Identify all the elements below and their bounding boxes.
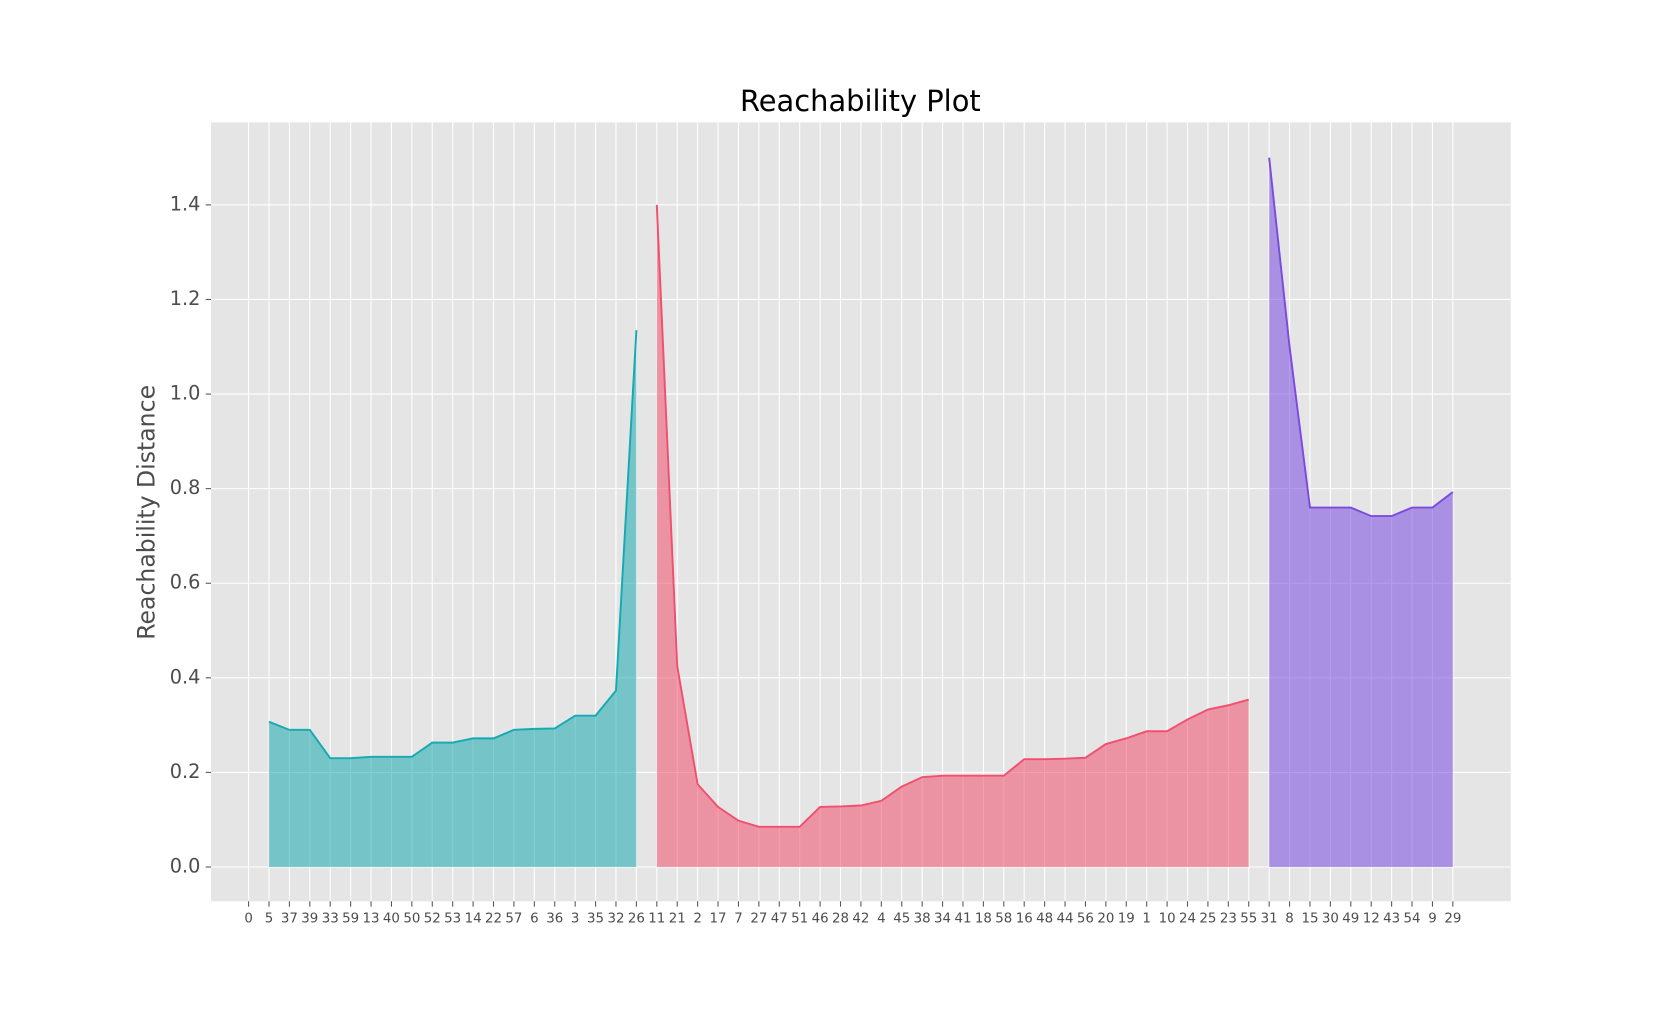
x-tick-label: 34 [934, 911, 951, 926]
line [268, 330, 638, 760]
x-tick-label: 26 [628, 911, 645, 926]
x-tick-label: 39 [301, 911, 318, 926]
x-tick-label: 40 [383, 911, 400, 926]
y-tick-label: 0.4 [170, 665, 201, 688]
x-tick-label: 32 [607, 911, 624, 926]
x-tick-label: 5 [265, 911, 274, 926]
x-tick-label: 48 [1036, 911, 1053, 926]
x-tick-label: 19 [1118, 911, 1135, 926]
x-tick-label: 10 [1159, 911, 1176, 926]
y-tick-label: 1.2 [170, 287, 201, 310]
x-tick-label: 30 [1322, 911, 1339, 926]
x-tick-label: 43 [1383, 911, 1400, 926]
x-tick-label: 47 [771, 911, 788, 926]
x-tick-label: 36 [546, 911, 563, 926]
x-tick-label: 28 [832, 911, 849, 926]
x-tick-label: 37 [281, 911, 298, 926]
x-tick-label: 51 [791, 911, 808, 926]
x-tick-label: 33 [322, 911, 339, 926]
y-tick-label: 0.0 [170, 854, 201, 877]
x-tick-label: 15 [1301, 911, 1318, 926]
x-tick-label: 41 [954, 911, 971, 926]
x-tick-label: 50 [403, 911, 420, 926]
x-tick-label: 2 [693, 911, 702, 926]
x-tick-label: 0 [244, 911, 253, 926]
x-tick-label: 57 [505, 911, 522, 926]
line [1268, 157, 1454, 518]
y-tick-label: 0.6 [170, 571, 201, 594]
x-tick-label: 1 [1142, 911, 1151, 926]
x-tick-label: 22 [485, 911, 502, 926]
area [268, 330, 637, 867]
x-tick-label: 16 [1016, 911, 1033, 926]
x-tick-label: 42 [852, 911, 869, 926]
x-tick-label: 49 [1342, 911, 1359, 926]
x-tick-label: 46 [812, 911, 829, 926]
line [655, 204, 1249, 828]
x-tick-label: 54 [1404, 911, 1421, 926]
x-tick-label: 44 [1057, 911, 1074, 926]
x-tick-label: 53 [444, 911, 461, 926]
x-tick-label: 14 [465, 911, 482, 926]
x-tick-label: 38 [914, 911, 931, 926]
x-tick-label: 24 [1179, 911, 1196, 926]
x-tick-label: 27 [750, 911, 767, 926]
y-tick-label: 0.8 [170, 476, 201, 499]
x-tick-label: 23 [1220, 911, 1237, 926]
x-tick-label: 18 [975, 911, 992, 926]
x-tick-label: 13 [363, 911, 380, 926]
x-tick-label: 21 [669, 911, 686, 926]
x-tick-label: 6 [530, 911, 539, 926]
x-tick-label: 45 [893, 911, 910, 926]
y-tick-label: 1.0 [170, 382, 201, 405]
x-tick-label: 8 [1285, 911, 1294, 926]
y-tick-label: 1.4 [170, 192, 201, 215]
y-tick-label: 0.2 [170, 760, 201, 783]
x-tick-label: 12 [1363, 911, 1380, 926]
x-tick-label: 4 [877, 911, 886, 926]
y-axis-label: Reachability Distance [132, 385, 160, 640]
x-tick-label: 7 [734, 911, 743, 926]
x-tick-label: 35 [587, 911, 604, 926]
x-tick-label: 55 [1240, 911, 1257, 926]
area [656, 204, 1249, 867]
chart-title: Reachability Plot [740, 84, 981, 118]
x-tick-label: 20 [1097, 911, 1114, 926]
x-tick-label: 58 [995, 911, 1012, 926]
x-tick-label: 17 [710, 911, 727, 926]
x-tick-label: 29 [1444, 911, 1461, 926]
x-tick-label: 3 [571, 911, 580, 926]
x-tick-label: 52 [424, 911, 441, 926]
x-tick-label: 56 [1077, 911, 1094, 926]
x-tick-label: 9 [1428, 911, 1437, 926]
x-tick-label: 59 [342, 911, 359, 926]
x-tick-label: 31 [1261, 911, 1278, 926]
x-tick-label: 25 [1199, 911, 1216, 926]
x-tick-label: 11 [648, 911, 665, 926]
